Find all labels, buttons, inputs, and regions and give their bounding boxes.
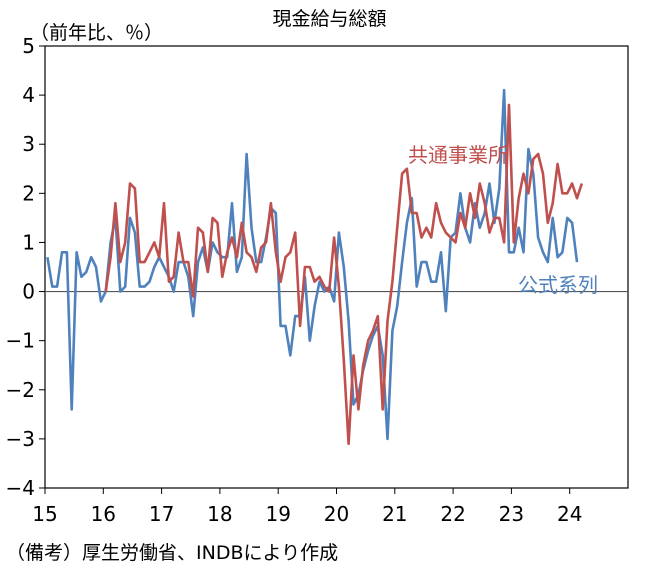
x-tick-label: 22 [440,502,465,526]
series-lines [46,88,584,446]
x-tick-label: 19 [265,502,290,526]
y-tick-label: 5 [22,34,35,58]
y-tick-label: 3 [22,132,35,156]
y-tick-label: −3 [6,427,35,451]
x-tick-label: 15 [32,502,57,526]
series-label-official: 公式系列 [518,273,598,297]
x-tick-label: 23 [499,502,524,526]
x-tick-label: 18 [207,502,232,526]
y-tick-label: −1 [6,329,35,353]
y-tick-label: 1 [22,230,35,254]
chart-title: 現金給与総額 [272,8,387,30]
x-tick-label: 17 [149,502,174,526]
series-label-common-establishments: 共通事業所 [408,143,508,167]
y-tick-label: −2 [6,378,35,402]
source-note: （備考）厚生労働省、INDBにより作成 [6,542,339,564]
x-tick-label: 20 [324,502,349,526]
series-line-common-establishments [104,103,584,446]
y-tick-label: 2 [22,181,35,205]
y-tick-label: 0 [22,280,35,304]
y-tick-label: 4 [22,83,35,107]
x-tick-label: 21 [382,502,407,526]
x-tick-label: 16 [91,502,116,526]
y-tick-label: −4 [6,476,35,500]
x-tick-label: 24 [557,502,582,526]
y-unit-label: （前年比、％） [30,22,164,44]
series-line-official [46,88,579,441]
